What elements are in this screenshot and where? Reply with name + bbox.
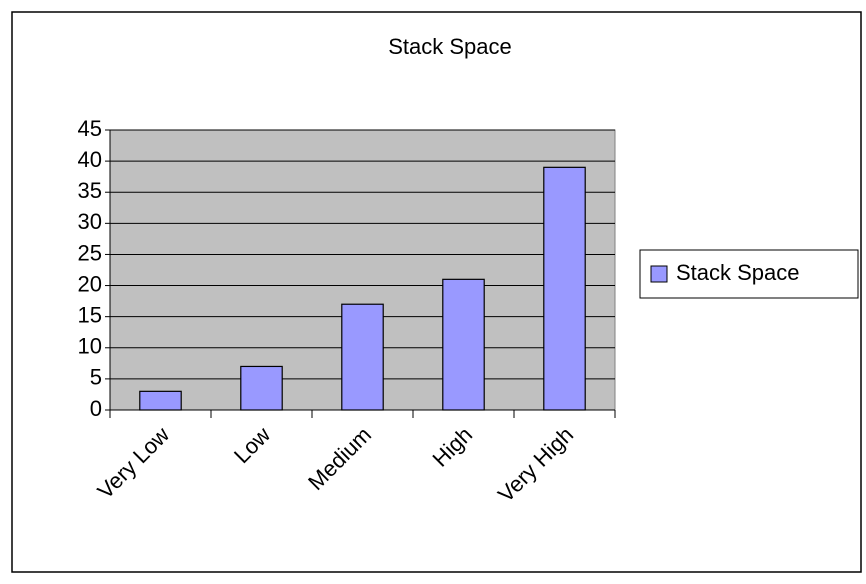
bar — [442, 278, 485, 411]
y-tick-label: 45 — [78, 116, 102, 141]
bar — [139, 390, 182, 411]
y-tick-label: 30 — [78, 209, 102, 234]
legend-label: Stack Space — [676, 260, 800, 285]
bar — [240, 365, 283, 411]
bar — [543, 166, 586, 411]
chart-title: Stack Space — [388, 34, 512, 59]
y-tick-label: 0 — [90, 396, 102, 421]
y-tick-label: 40 — [78, 147, 102, 172]
y-tick-label: 25 — [78, 240, 102, 265]
y-tick-label: 35 — [78, 178, 102, 203]
y-tick-label: 10 — [78, 334, 102, 359]
legend-box — [639, 249, 859, 299]
y-tick-label: 5 — [90, 365, 102, 390]
bar — [341, 303, 384, 411]
legend-swatch — [650, 265, 668, 283]
y-tick-label: 15 — [78, 302, 102, 327]
y-tick-label: 20 — [78, 271, 102, 296]
